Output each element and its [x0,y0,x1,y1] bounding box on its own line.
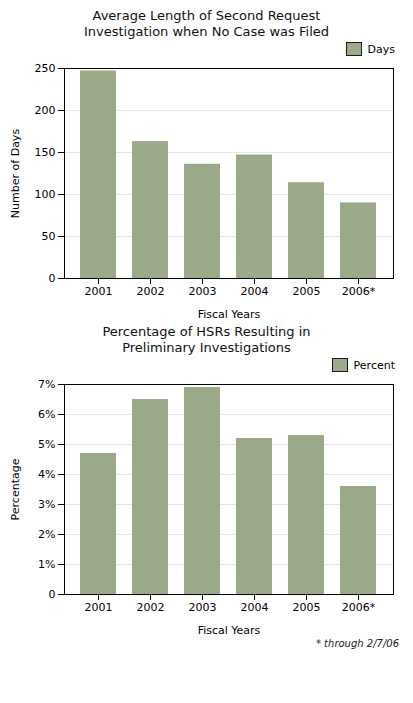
svg-text:200: 200 [35,104,56,117]
svg-text:2002: 2002 [137,285,165,298]
html-text:Average Length of Second Reque: Average Length of Second Request Investi… [84,8,329,39]
svg-text:2%: 2% [38,528,55,541]
svg-text:Percentage: Percentage [9,458,22,520]
svg-text:2004: 2004 [241,601,269,614]
svg-text:2003: 2003 [189,285,217,298]
html-text:Days: Days [367,42,395,56]
svg-text:Number of Days: Number of Days [9,129,22,219]
html-text:Percent: Percent [353,358,395,372]
svg-text:100: 100 [35,188,56,201]
svg-text:6%: 6% [38,408,55,421]
svg-text:2005: 2005 [293,601,321,614]
svg-text:2001: 2001 [85,601,113,614]
svg-text:2006*: 2006* [342,285,376,298]
svg-text:5%: 5% [38,438,55,451]
svg-text:3%: 3% [38,498,55,511]
svg-text:2003: 2003 [189,601,217,614]
svg-text:2006*: 2006* [342,601,376,614]
svg-text:1%: 1% [38,558,55,571]
svg-text:Fiscal Years: Fiscal Years [198,624,261,637]
html-text:* through 2/7/06: * through 2/7/06 [315,638,399,649]
svg-text:7%: 7% [38,378,55,391]
svg-text:50: 50 [42,230,56,243]
svg-text:2005: 2005 [293,285,321,298]
html-text:Percentage of HSRs Resulting i: Percentage of HSRs Resulting in Prelimin… [102,324,311,355]
svg-text:2004: 2004 [241,285,269,298]
svg-text:150: 150 [35,146,56,159]
svg-text:250: 250 [35,62,56,75]
svg-text:0: 0 [49,588,56,601]
svg-text:2001: 2001 [85,285,113,298]
svg-text:2002: 2002 [137,601,165,614]
svg-text:Fiscal Years: Fiscal Years [198,308,261,321]
svg-text:0: 0 [49,272,56,285]
svg-text:4%: 4% [38,468,55,481]
